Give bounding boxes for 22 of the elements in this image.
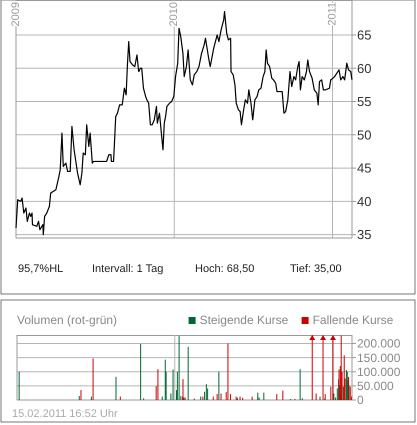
y-tick-label: 65	[357, 28, 372, 42]
x-tick-label: 2011	[326, 2, 338, 26]
y-tick-label: 50	[357, 127, 372, 142]
y-tick-label: 55	[357, 94, 372, 110]
y-tick-label: 60	[357, 60, 372, 76]
y-tick-label: 100.000	[357, 364, 401, 379]
chart-title: Volumen (rot-grün)	[17, 313, 118, 327]
text: Intervall: 1 Tag	[92, 263, 164, 275]
legend-label: Steigende Kurse	[200, 313, 289, 327]
x-tick-label: 2010	[168, 2, 180, 26]
legend-label: Fallende Kurse	[312, 313, 394, 327]
y-tick-label: 0	[357, 393, 364, 408]
y-tick-label: 150.000	[357, 350, 401, 365]
y-tick-label: 50.000	[357, 379, 394, 394]
y-tick-label: 45	[357, 160, 372, 176]
text: Hoch: 68,50	[195, 263, 254, 275]
y-tick-label: 35	[357, 227, 372, 242]
text: Tief: 35,00	[290, 263, 342, 275]
text: 15.02.2011 16:52 Uhr	[12, 408, 118, 420]
y-tick-label: 40	[357, 194, 372, 209]
text: 95,7%HL	[18, 263, 64, 275]
y-tick-label: 200.000	[357, 336, 401, 351]
